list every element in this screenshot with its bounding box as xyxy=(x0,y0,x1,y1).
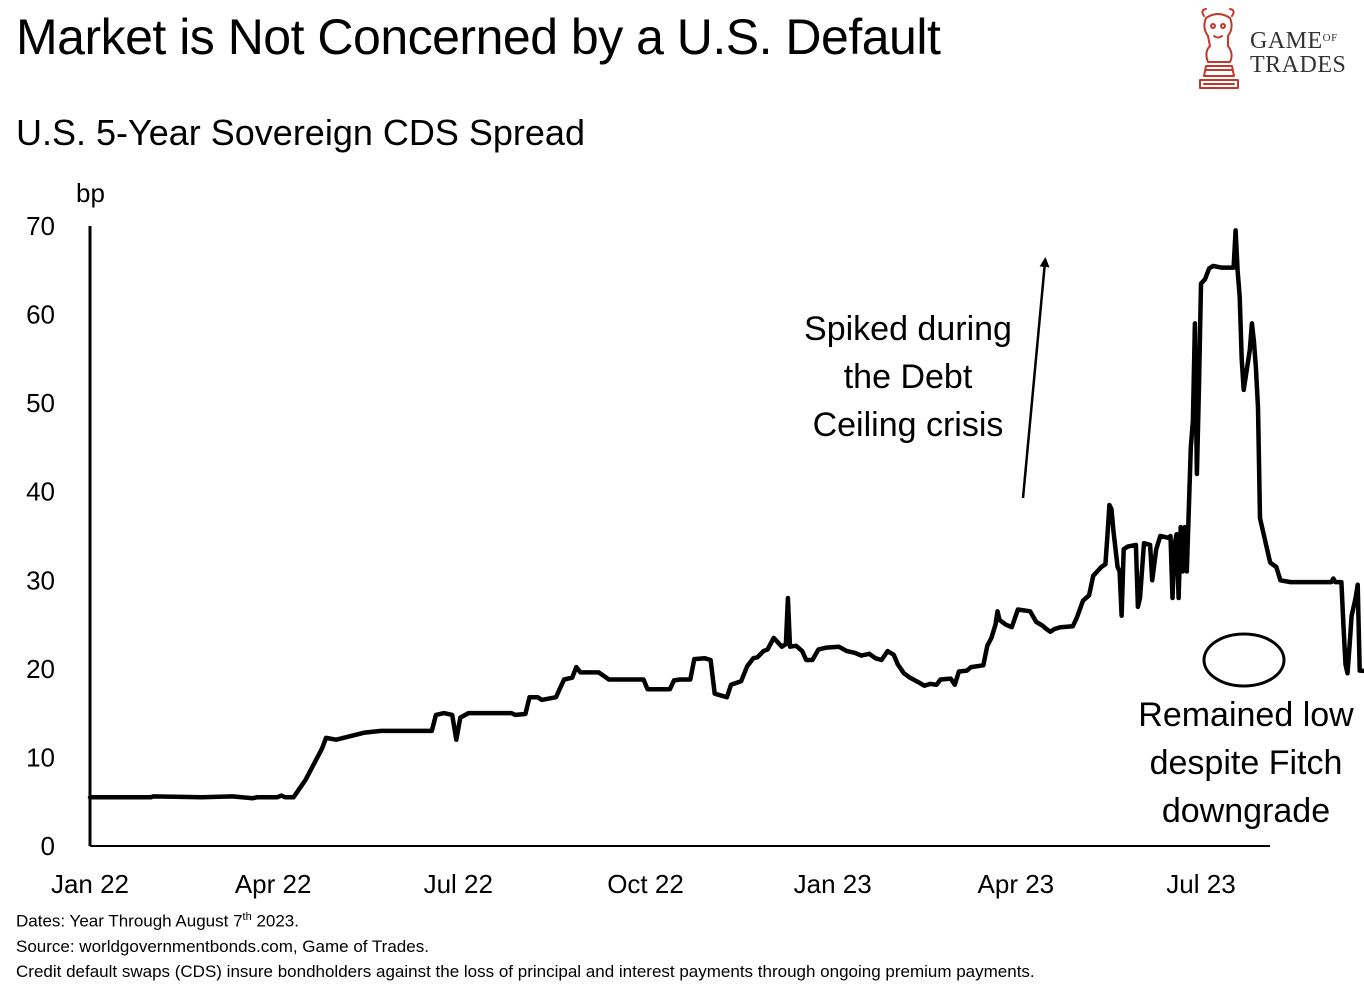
footnote-cds-note: Credit default swaps (CDS) insure bondho… xyxy=(16,961,1035,981)
logo-word-trades: Trades xyxy=(1250,52,1347,78)
page-title: Market is Not Concerned by a U.S. Defaul… xyxy=(16,9,941,65)
x-tick-label: Jan 22 xyxy=(51,869,129,899)
series-line xyxy=(87,228,1364,801)
annotation-fitch-line: Remained low xyxy=(1138,696,1354,734)
annotation-spike-line: the Debt xyxy=(844,358,973,396)
annotation-fitch-line: despite Fitch xyxy=(1150,744,1343,782)
footnote-dates-suffix: 2023. xyxy=(251,911,299,931)
y-tick-label: 10 xyxy=(26,742,55,772)
y-tick-label: 20 xyxy=(26,654,55,684)
annotation-circle xyxy=(1202,632,1286,688)
footnotes: Dates: Year Through August 7th 2023. Sou… xyxy=(16,905,1035,984)
annotation-arrow xyxy=(1021,257,1050,499)
bull-knight-icon xyxy=(1199,8,1239,89)
x-tick-label: Jul 23 xyxy=(1166,869,1235,899)
footnote-dates-text: Dates: Year Through August 7 xyxy=(16,911,243,931)
y-tick-label: 50 xyxy=(26,388,55,418)
annotation-fitch-line: downgrade xyxy=(1162,792,1330,830)
y-tick-label: 60 xyxy=(26,300,55,330)
footnote-source: Source: worldgovernmentbonds.com, Game o… xyxy=(16,936,429,956)
annotation-spike-line: Spiked during xyxy=(804,310,1012,348)
y-tick-label: 30 xyxy=(26,565,55,595)
y-axis-ticks: 0 10 20 30 40 50 60 70 xyxy=(26,211,55,861)
logo-word-of: of xyxy=(1322,32,1338,44)
annotations: Spiked during the Debt Ceiling crisis Remai… xyxy=(804,257,1354,830)
x-tick-label: Oct 22 xyxy=(607,869,684,899)
footnote-dates: Dates: Year Through August 7th 2023. xyxy=(16,905,1035,934)
y-tick-label: 0 xyxy=(41,831,55,861)
x-axis-ticks: Jan 22 Apr 22 Jul 22 Oct 22 Jan 23 Apr 23 Jul … xyxy=(51,869,1236,899)
x-tick-label: Jul 22 xyxy=(424,869,493,899)
y-axis-label: bp xyxy=(76,178,105,208)
x-tick-label: Jan 23 xyxy=(794,869,872,899)
x-tick-label: Apr 23 xyxy=(978,869,1055,899)
chart-subtitle: U.S. 5-Year Sovereign CDS Spread xyxy=(16,112,585,153)
chart-axes xyxy=(88,226,1270,847)
footnote-dates-sup: th xyxy=(242,911,252,923)
x-tick-label: Apr 22 xyxy=(235,869,312,899)
series-line-group xyxy=(87,228,1364,801)
annotation-spike-line: Ceiling crisis xyxy=(813,406,1004,444)
y-tick-label: 40 xyxy=(26,477,55,507)
y-tick-label: 70 xyxy=(26,211,55,241)
logo-word-game: Game xyxy=(1250,28,1323,54)
cds-spread-chart: 0 10 20 30 40 50 60 70 Jan 22 Apr 22 Jul 22 Oct 22… xyxy=(26,178,1364,899)
